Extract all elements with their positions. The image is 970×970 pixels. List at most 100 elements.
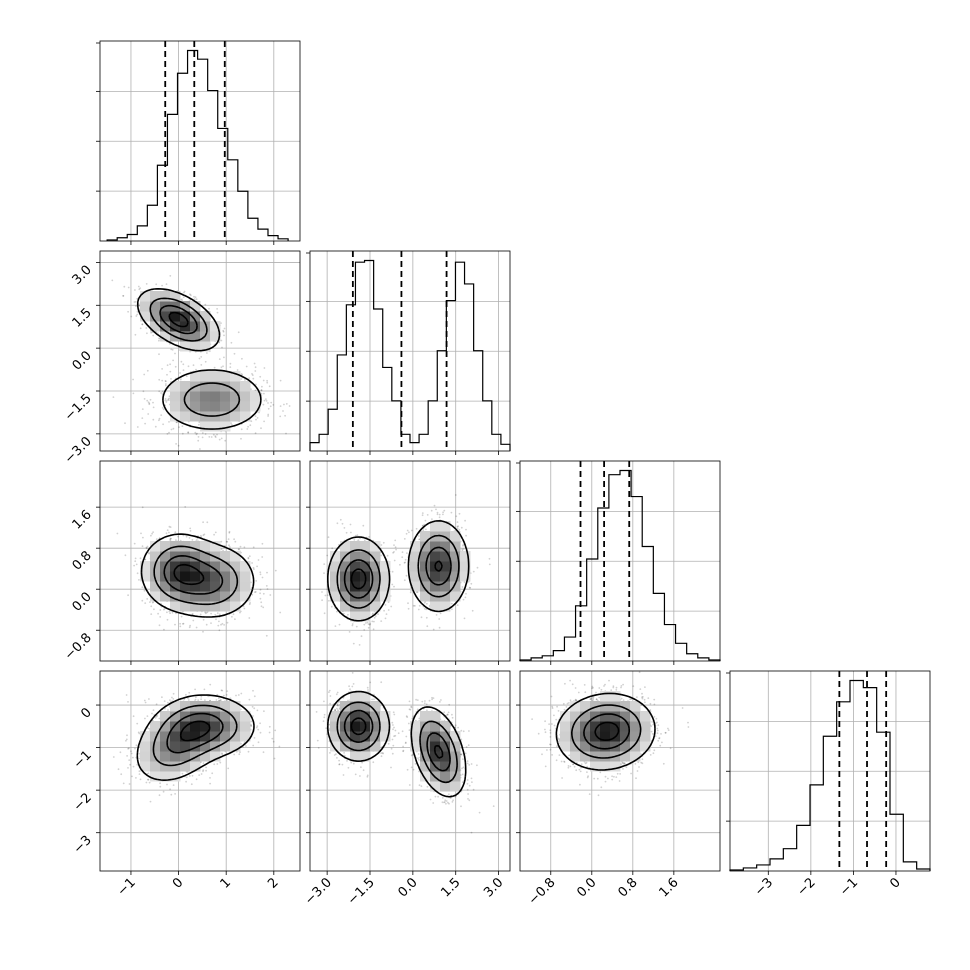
sample-point (408, 531, 410, 534)
sample-point (124, 554, 127, 557)
sample-point (130, 315, 133, 318)
sample-point (194, 296, 197, 299)
sample-point (372, 628, 375, 631)
contour-line (163, 555, 224, 595)
sample-point (384, 604, 387, 606)
sample-point (221, 622, 224, 625)
density-cell (230, 411, 241, 422)
sample-point (127, 286, 130, 289)
density-cell (180, 401, 191, 412)
sample-point (363, 623, 366, 626)
sample-point (208, 436, 211, 438)
sample-point (352, 642, 355, 645)
density-cell (210, 331, 221, 342)
sample-point (415, 527, 418, 530)
sample-point (146, 369, 149, 372)
sample-point (265, 398, 267, 400)
sample-point (468, 586, 471, 589)
sample-point (134, 557, 137, 560)
sample-point (255, 418, 257, 421)
sample-point (259, 592, 261, 595)
panel-frame (99, 40, 301, 242)
sample-point (374, 615, 377, 617)
sample-point (171, 611, 174, 614)
sample-point (172, 427, 175, 430)
sample-point (188, 626, 191, 629)
sample-point (142, 390, 145, 393)
density-cell (140, 571, 151, 582)
sample-point (461, 586, 464, 588)
sample-point (390, 605, 393, 608)
sample-point (220, 540, 223, 543)
sample-point (249, 424, 252, 427)
density-cell (170, 311, 181, 322)
sample-point (193, 298, 196, 300)
sample-point (367, 626, 370, 629)
sample-point (258, 411, 260, 414)
density-shading (140, 541, 251, 612)
sample-point (164, 398, 167, 400)
sample-point (252, 566, 255, 569)
sample-point (269, 405, 272, 408)
sample-point (137, 285, 140, 288)
sample-point (220, 623, 222, 626)
sample-point (189, 294, 192, 297)
sample-point (165, 532, 168, 535)
sample-point (220, 366, 223, 369)
sample-point (251, 562, 254, 564)
sample-point (112, 396, 115, 398)
sample-point (263, 392, 265, 395)
sample-point (254, 591, 257, 593)
sample-point (135, 563, 138, 566)
sample-point (392, 551, 394, 554)
sample-point (435, 508, 437, 511)
density-cell (180, 561, 191, 572)
sample-point (168, 431, 170, 434)
sample-point (206, 521, 209, 524)
sample-point (259, 597, 262, 600)
density-cell (210, 321, 221, 332)
sample-point (200, 356, 203, 358)
sample-point (356, 534, 359, 537)
density-cell (240, 561, 251, 572)
sample-point (218, 358, 221, 360)
sample-point (147, 401, 150, 404)
histogram-steps (106, 49, 289, 241)
sample-point (405, 574, 408, 577)
sample-point (133, 301, 136, 303)
sample-point (357, 539, 360, 542)
sample-point (204, 360, 207, 363)
sample-point (158, 378, 161, 381)
density-cell (220, 601, 231, 612)
sample-point (158, 624, 161, 627)
density-cell (190, 541, 201, 552)
sample-point (214, 614, 217, 616)
sample-point (179, 372, 182, 374)
density-cell (170, 581, 181, 592)
sample-point (242, 605, 245, 608)
density-cell (150, 541, 161, 552)
sample-point (136, 310, 139, 313)
sample-point (143, 589, 146, 592)
sample-point (153, 608, 155, 611)
sample-point (182, 291, 185, 294)
sample-point (136, 426, 139, 428)
sample-point (169, 526, 172, 528)
density-cell (190, 391, 201, 402)
density-cell (230, 401, 241, 412)
density-cell (210, 371, 221, 382)
contour-line (159, 304, 198, 335)
density-cell (170, 401, 181, 412)
sample-point (214, 531, 217, 534)
sample-point (189, 530, 192, 532)
sample-point (321, 591, 323, 593)
sample-point (222, 330, 225, 333)
sample-point (161, 407, 164, 409)
sample-point (164, 399, 167, 402)
sample-point (202, 521, 205, 524)
density-cell (190, 341, 201, 352)
sample-point (237, 331, 240, 334)
sample-point (168, 531, 170, 534)
sample-point (456, 521, 459, 523)
sample-point (136, 313, 139, 316)
